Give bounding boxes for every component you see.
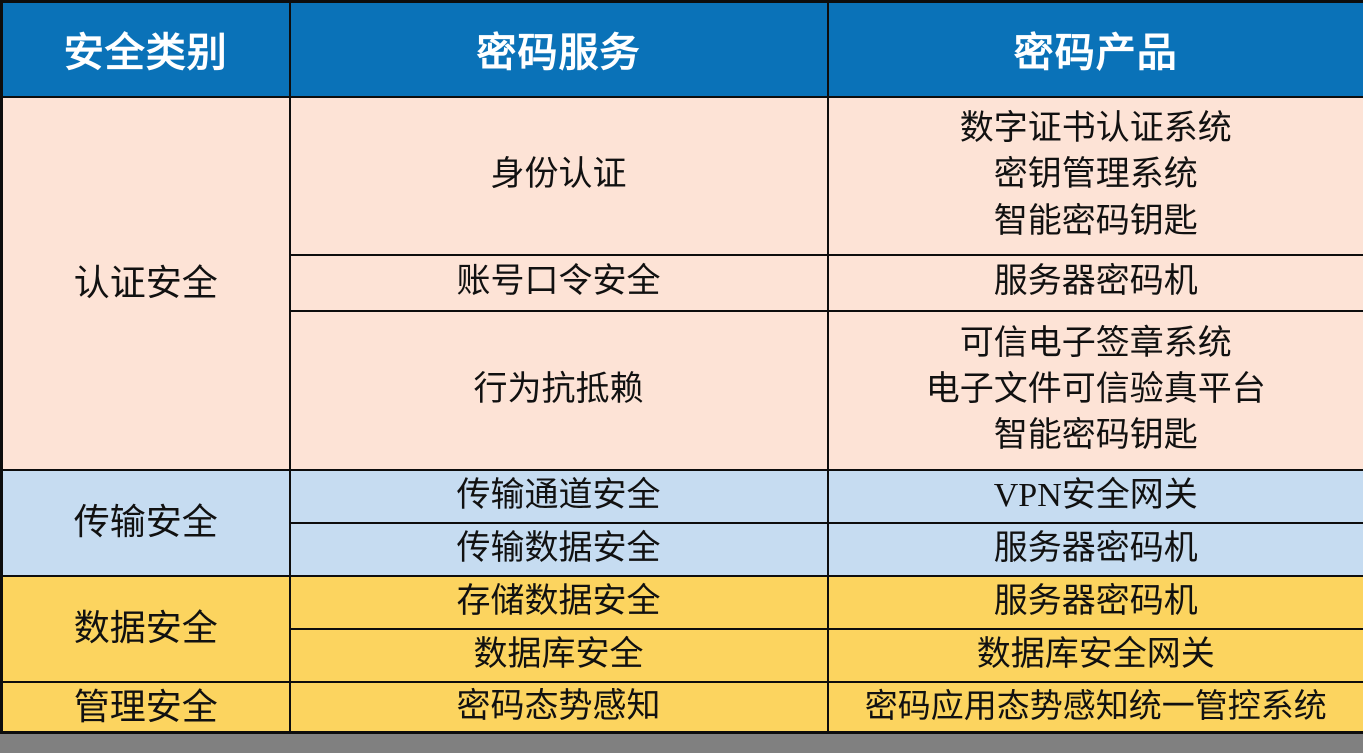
service-cell-non-repudiation: 行为抗抵赖 [288, 309, 829, 471]
product-cell-storage-data: 服务器密码机 [826, 574, 1363, 630]
service-cell-transport-channel: 传输通道安全 [288, 468, 829, 524]
table-row: 数据库安全 数据库安全网关 [2, 627, 1363, 683]
category-cell-management: 管理安全 [0, 680, 291, 734]
table-row: 传输安全 传输通道安全 VPN安全网关 [0, 468, 1363, 577]
service-cell-storage-data: 存储数据安全 [288, 574, 829, 630]
table-row: 认证安全 身份认证 数字证书认证系统 密钥管理系统 智能密码钥匙 [0, 95, 1363, 471]
table-row: 账号口令安全 服务器密码机 [2, 253, 1363, 312]
service-cell-transport-data: 传输数据安全 [288, 521, 829, 577]
product-cell-identity-auth: 数字证书认证系统 密钥管理系统 智能密码钥匙 [826, 95, 1363, 256]
bottom-gray-bar [0, 734, 1363, 753]
service-cell-database: 数据库安全 [288, 627, 829, 683]
product-cell-unified-control-system: 密码应用态势感知统一管控系统 [826, 680, 1363, 734]
product-cell-non-repudiation: 可信电子签章系统 电子文件可信验真平台 智能密码钥匙 [826, 309, 1363, 471]
product-line: 密钥管理系统 [993, 156, 1198, 194]
header-cell-security-category: 安全类别 [0, 0, 291, 98]
header-cell-crypto-product: 密码产品 [826, 0, 1363, 98]
service-cell-identity-auth: 身份认证 [288, 95, 829, 256]
table-row: 数据安全 存储数据安全 服务器密码机 [0, 574, 1363, 683]
table-row: 管理安全 密码态势感知 密码应用态势感知统一管控系统 [0, 680, 1363, 734]
product-cell-vpn-gateway: VPN安全网关 [826, 468, 1363, 524]
crypto-security-table: 安全类别 密码服务 密码产品 认证安全 身份认证 数字证书认证系统 密钥管理系统… [0, 0, 1363, 735]
header-cell-crypto-service: 密码服务 [288, 0, 829, 98]
category-cell-transmission: 传输安全 [0, 468, 291, 577]
product-cell-database-gateway: 数据库安全网关 [826, 627, 1363, 683]
product-line: 可信电子签章系统 [959, 324, 1232, 362]
category-cell-data: 数据安全 [0, 574, 291, 683]
product-cell-server-cipher-machine: 服务器密码机 [826, 521, 1363, 577]
service-cell-crypto-situation-awareness: 密码态势感知 [288, 680, 829, 734]
service-cell-account-password: 账号口令安全 [288, 253, 829, 312]
product-cell-account-password: 服务器密码机 [826, 253, 1363, 312]
product-line: 电子文件可信验真平台 [925, 370, 1266, 408]
table-header-row: 安全类别 密码服务 密码产品 [0, 0, 1363, 98]
product-line: 智能密码钥匙 [993, 202, 1198, 240]
product-line: 数字证书认证系统 [959, 110, 1232, 148]
table-row: 传输数据安全 服务器密码机 [2, 521, 1363, 577]
category-cell-authentication: 认证安全 [0, 95, 291, 471]
product-line: 智能密码钥匙 [993, 417, 1198, 455]
table-row: 行为抗抵赖 可信电子签章系统 电子文件可信验真平台 智能密码钥匙 [2, 309, 1363, 471]
